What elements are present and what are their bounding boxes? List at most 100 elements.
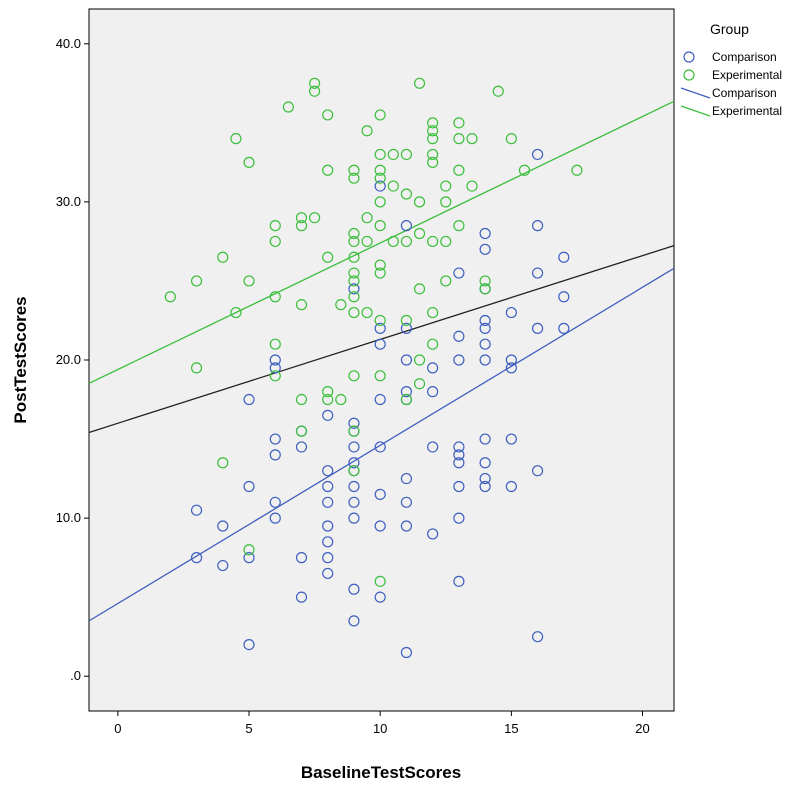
point-experimental <box>348 370 360 382</box>
point-comparison <box>400 322 413 334</box>
point-experimental <box>427 156 439 168</box>
point-experimental <box>348 306 360 319</box>
point-comparison <box>400 646 413 659</box>
point-comparison <box>453 441 465 453</box>
point-comparison <box>531 267 544 279</box>
point-comparison <box>427 386 439 398</box>
point-comparison <box>190 504 203 516</box>
point-comparison <box>322 409 334 421</box>
point-comparison <box>531 465 544 477</box>
point-experimental <box>374 109 386 121</box>
y-tick-label: 10.0 <box>56 510 81 525</box>
point-experimental <box>427 306 439 319</box>
point-experimental <box>571 164 583 176</box>
point-comparison <box>269 433 281 445</box>
point-comparison <box>374 322 386 334</box>
point-experimental <box>230 133 242 145</box>
point-comparison <box>374 488 386 500</box>
point-experimental <box>479 275 491 287</box>
point-comparison <box>243 480 255 493</box>
legend-line <box>680 87 711 99</box>
point-experimental <box>413 227 426 240</box>
point-experimental <box>322 164 334 176</box>
x-tick-label: 0 <box>114 721 121 736</box>
point-experimental <box>348 291 360 303</box>
point-experimental <box>440 275 452 287</box>
x-tick-label: 15 <box>504 721 518 736</box>
x-axis: 0 5 10 15 20 <box>114 711 650 736</box>
point-comparison <box>295 591 308 603</box>
point-comparison <box>427 528 439 540</box>
point-experimental <box>466 133 478 145</box>
point-comparison <box>531 631 544 643</box>
point-experimental <box>348 164 360 176</box>
y-tick-label: 20.0 <box>56 352 81 367</box>
point-comparison <box>374 441 386 453</box>
point-comparison <box>348 457 360 469</box>
point-experimental <box>374 164 386 176</box>
point-comparison <box>453 267 465 279</box>
point-experimental <box>387 148 399 161</box>
point-experimental <box>361 125 373 137</box>
point-comparison <box>374 591 386 603</box>
point-experimental <box>505 133 517 145</box>
legend-marker <box>683 69 695 81</box>
point-comparison <box>295 441 308 453</box>
point-experimental <box>427 148 439 161</box>
point-experimental <box>190 275 203 287</box>
point-comparison <box>295 552 308 564</box>
point-experimental <box>322 393 334 406</box>
legend-label: Experimental <box>712 68 782 82</box>
point-experimental <box>295 425 308 437</box>
point-comparison <box>348 615 360 627</box>
point-experimental <box>269 235 281 248</box>
legend-label: Comparison <box>712 86 777 100</box>
point-experimental <box>348 172 360 184</box>
point-experimental <box>427 117 439 129</box>
point-comparison <box>190 552 203 564</box>
point-comparison <box>427 362 439 374</box>
point-comparison <box>479 480 491 493</box>
point-experimental <box>453 133 465 145</box>
point-experimental <box>387 180 399 192</box>
point-experimental <box>269 220 281 232</box>
point-experimental <box>348 267 360 279</box>
point-experimental <box>427 338 439 350</box>
fit-line-experimental <box>88 100 675 384</box>
point-comparison <box>505 354 517 366</box>
plot-area <box>88 8 675 712</box>
point-comparison <box>374 338 386 350</box>
point-experimental <box>230 306 242 319</box>
point-experimental <box>387 235 399 248</box>
point-comparison <box>531 148 544 161</box>
point-experimental <box>400 148 413 161</box>
point-comparison <box>453 354 465 366</box>
point-comparison <box>400 220 413 232</box>
point-comparison <box>505 306 517 319</box>
point-experimental <box>295 212 308 224</box>
y-tick-label: 30.0 <box>56 194 81 209</box>
point-experimental <box>400 314 413 327</box>
point-experimental <box>413 283 426 295</box>
point-comparison <box>505 433 517 445</box>
point-comparison <box>453 512 465 524</box>
point-experimental <box>413 196 426 208</box>
point-comparison <box>400 472 413 485</box>
point-comparison <box>374 520 386 532</box>
point-experimental <box>453 220 465 232</box>
point-experimental <box>413 378 426 390</box>
point-comparison <box>243 638 255 651</box>
point-experimental <box>453 164 465 176</box>
point-comparison <box>479 322 491 334</box>
point-experimental <box>164 291 176 303</box>
y-axis-title: PostTestScores <box>11 296 30 423</box>
point-experimental <box>295 299 308 311</box>
series-experimental <box>164 77 583 587</box>
point-experimental <box>243 275 255 287</box>
y-tick-label: .0 <box>70 668 81 683</box>
point-comparison <box>453 457 465 469</box>
point-comparison <box>400 354 413 366</box>
point-comparison <box>269 354 281 366</box>
point-comparison <box>558 291 570 303</box>
